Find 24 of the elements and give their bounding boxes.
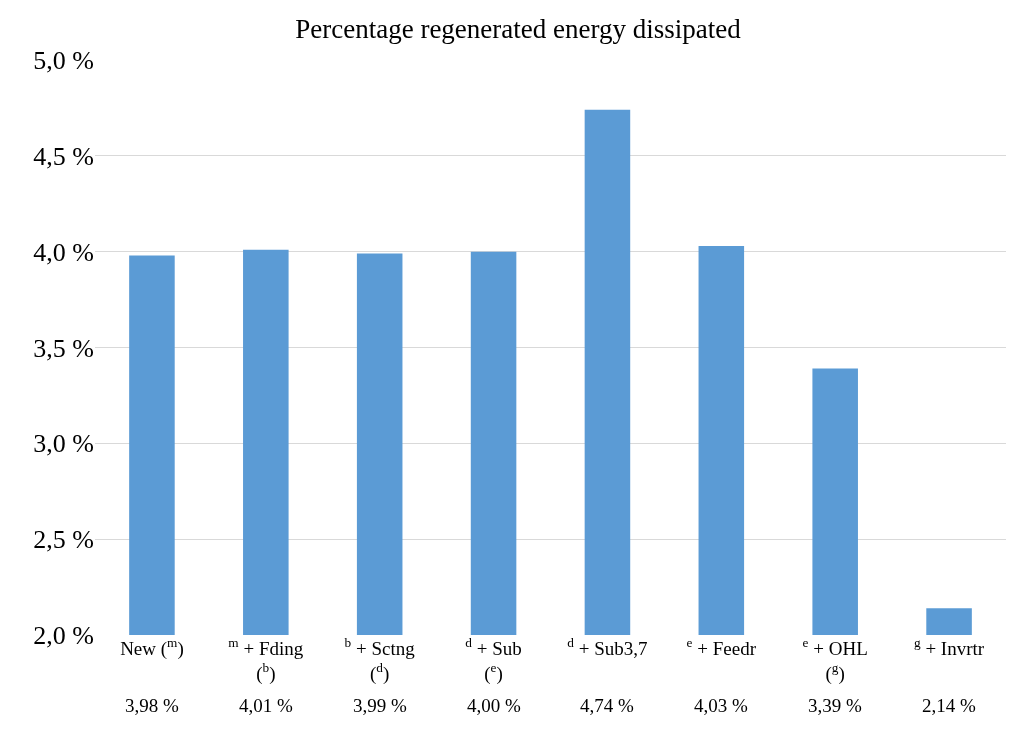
data-label: 3,98 % (125, 695, 179, 716)
x-tick-label: $^{g}$ + Invrtr (913, 635, 985, 659)
y-tick-label: 4,0 % (33, 237, 94, 267)
x-tick-label: $^{d}$ + Sub ($^{e}$) (465, 635, 522, 685)
y-tick-label: 3,0 % (33, 429, 94, 459)
y-tick-label: 2,0 % (33, 621, 94, 651)
data-label: 3,99 % (353, 695, 407, 716)
data-label: 4,03 % (694, 695, 748, 716)
data-label: 2,14 % (922, 695, 976, 716)
x-tick-label: $^{e}$ + OHL ($^{g}$) (802, 635, 868, 685)
data-label: 4,00 % (467, 695, 521, 716)
y-tick-label: 4,5 % (33, 141, 94, 171)
x-tick-label: $^{e}$ + Feedr (686, 635, 757, 659)
x-tick-label: New ($^{m}$) (120, 635, 184, 660)
data-label: 4,01 % (239, 695, 293, 716)
y-tick-label: 3,5 % (33, 333, 94, 363)
x-tick-label: $^{d}$ + Sub3,7 (567, 635, 648, 659)
data-label: 3,39 % (808, 695, 862, 716)
chart-title: Percentage regenerated energy dissipated (295, 13, 742, 44)
y-tick-label: 5,0 % (33, 46, 94, 76)
y-tick-label: 2,5 % (33, 525, 94, 555)
data-label: 4,74 % (580, 695, 634, 716)
x-tick-label: $^{m}$ + Fding ($^{b}$) (228, 635, 304, 685)
x-tick-label: $^{b}$ + Sctng ($^{d}$) (344, 635, 416, 685)
